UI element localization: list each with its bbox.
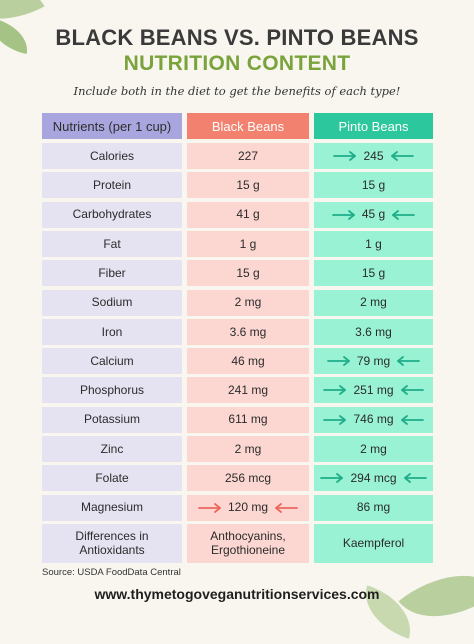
column-header-pinto-beans: Pinto Beans bbox=[314, 113, 433, 139]
black-beans-cell: 611 mg bbox=[187, 406, 309, 433]
page-title: BLACK BEANS VS. PINTO BEANS bbox=[55, 25, 419, 50]
nutrient-name-cell: Zinc bbox=[42, 436, 182, 462]
arrow-right-icon bbox=[323, 414, 347, 425]
arrow-right-icon bbox=[320, 473, 344, 484]
nutrient-name-cell: Fiber bbox=[42, 260, 182, 287]
pinto-beans-cell: 2 mg bbox=[314, 289, 433, 316]
black-beans-cell: 1 g bbox=[187, 230, 309, 257]
black-beans-cell: 120 mg bbox=[187, 494, 309, 521]
arrow-left-icon bbox=[400, 385, 424, 396]
table-row: Differences in Antioxidants Anthocyanins,… bbox=[42, 523, 433, 563]
nutrient-name-cell: Fat bbox=[42, 230, 182, 257]
column-header-nutrients: Nutrients (per 1 cup) bbox=[42, 113, 182, 139]
nutrient-name-cell: Folate bbox=[42, 465, 182, 492]
black-beans-cell: 256 mcg bbox=[187, 465, 309, 492]
pinto-beans-cell: 79 mg bbox=[314, 348, 433, 375]
arrow-left-icon bbox=[396, 356, 421, 366]
pinto-beans-cell-value: 79 mg bbox=[356, 353, 391, 368]
column-header-black-beans: Black Beans bbox=[187, 113, 309, 139]
pinto-beans-cell-value: 45 g bbox=[361, 207, 386, 222]
page-subtitle-heading: NUTRITION CONTENT bbox=[123, 52, 351, 75]
black-beans-cell: 2 mg bbox=[187, 289, 309, 316]
pinto-beans-cell: 86 mg bbox=[314, 494, 433, 521]
black-beans-cell: 15 g bbox=[187, 172, 309, 199]
table-row: Calories 227 245 bbox=[42, 143, 433, 169]
table-row: Fiber 15 g 15 g bbox=[42, 260, 433, 287]
pinto-beans-cell: 3.6 mg bbox=[314, 318, 433, 345]
source-note: Source: USDA FoodData Central bbox=[42, 567, 181, 578]
pinto-beans-cell-value: 294 mcg bbox=[350, 471, 397, 486]
arrow-left-icon bbox=[274, 502, 298, 513]
table-row: Potassium 611 mg 746 mg bbox=[42, 406, 433, 433]
table-row: Carbohydrates 41 g 45 g bbox=[42, 201, 433, 228]
nutrient-name-cell: Iron bbox=[42, 318, 182, 345]
arrow-right-icon bbox=[323, 385, 347, 396]
arrow-right-icon bbox=[333, 151, 357, 161]
black-beans-cell: 41 g bbox=[187, 201, 309, 228]
pinto-beans-cell: 294 mcg bbox=[314, 465, 433, 492]
black-beans-cell: 241 mg bbox=[187, 377, 309, 404]
arrow-right-icon bbox=[331, 209, 356, 220]
black-beans-cell: 3.6 mg bbox=[187, 318, 309, 345]
nutrient-name-cell: Carbohydrates bbox=[42, 201, 182, 228]
black-beans-cell: Anthocyanins, Ergothioneine bbox=[187, 523, 309, 563]
arrow-right-icon bbox=[198, 502, 222, 513]
pinto-beans-cell-value: 245 bbox=[363, 148, 384, 163]
nutrient-name-cell: Differences in Antioxidants bbox=[42, 523, 182, 563]
nutrient-name-cell: Protein bbox=[42, 172, 182, 199]
nutrient-name-cell: Potassium bbox=[42, 406, 182, 433]
arrow-left-icon bbox=[390, 151, 414, 161]
pinto-beans-cell-value: 746 mg bbox=[353, 412, 394, 427]
black-beans-cell: 227 bbox=[187, 143, 309, 169]
nutrient-name-cell: Calcium bbox=[42, 348, 182, 375]
black-beans-cell: 2 mg bbox=[187, 436, 309, 462]
black-beans-cell: 46 mg bbox=[187, 348, 309, 375]
pinto-beans-cell: 746 mg bbox=[314, 406, 433, 433]
nutrient-name-cell: Sodium bbox=[42, 289, 182, 316]
table-row: Zinc 2 mg 2 mg bbox=[42, 436, 433, 462]
table-row: Protein 15 g 15 g bbox=[42, 172, 433, 199]
nutrient-name-cell: Calories bbox=[42, 143, 182, 169]
pinto-beans-cell: 45 g bbox=[314, 201, 433, 228]
nutrient-name-cell: Phosphorus bbox=[42, 377, 182, 404]
arrow-left-icon bbox=[403, 473, 427, 484]
pinto-beans-cell: Kaempferol bbox=[314, 523, 433, 563]
black-beans-cell: 15 g bbox=[187, 260, 309, 287]
pinto-beans-cell: 15 g bbox=[314, 260, 433, 287]
table-row: Calcium 46 mg 79 mg bbox=[42, 348, 433, 375]
pinto-beans-cell: 15 g bbox=[314, 172, 433, 199]
tagline: Include both in the diet to get the bene… bbox=[73, 84, 401, 98]
table-row: Magnesium 120 mg 86 mg bbox=[42, 494, 433, 521]
table-row: Folate 256 mcg 294 mcg bbox=[42, 465, 433, 492]
arrow-right-icon bbox=[326, 356, 351, 366]
table-row: Iron 3.6 mg 3.6 mg bbox=[42, 318, 433, 345]
pinto-beans-cell-value: 251 mg bbox=[353, 383, 394, 398]
pinto-beans-cell: 245 bbox=[314, 143, 433, 169]
pinto-beans-cell: 1 g bbox=[314, 230, 433, 257]
arrow-left-icon bbox=[391, 209, 416, 220]
pinto-beans-cell: 251 mg bbox=[314, 377, 433, 404]
nutrient-name-cell: Magnesium bbox=[42, 494, 182, 521]
table-row: Phosphorus 241 mg 251 mg bbox=[42, 377, 433, 404]
table-row: Sodium 2 mg 2 mg bbox=[42, 289, 433, 316]
website-link[interactable]: www.thymetogoveganutritionservices.com bbox=[94, 586, 380, 602]
black-beans-cell-value: 120 mg bbox=[227, 500, 269, 515]
pinto-beans-cell: 2 mg bbox=[314, 436, 433, 462]
arrow-left-icon bbox=[400, 414, 424, 425]
